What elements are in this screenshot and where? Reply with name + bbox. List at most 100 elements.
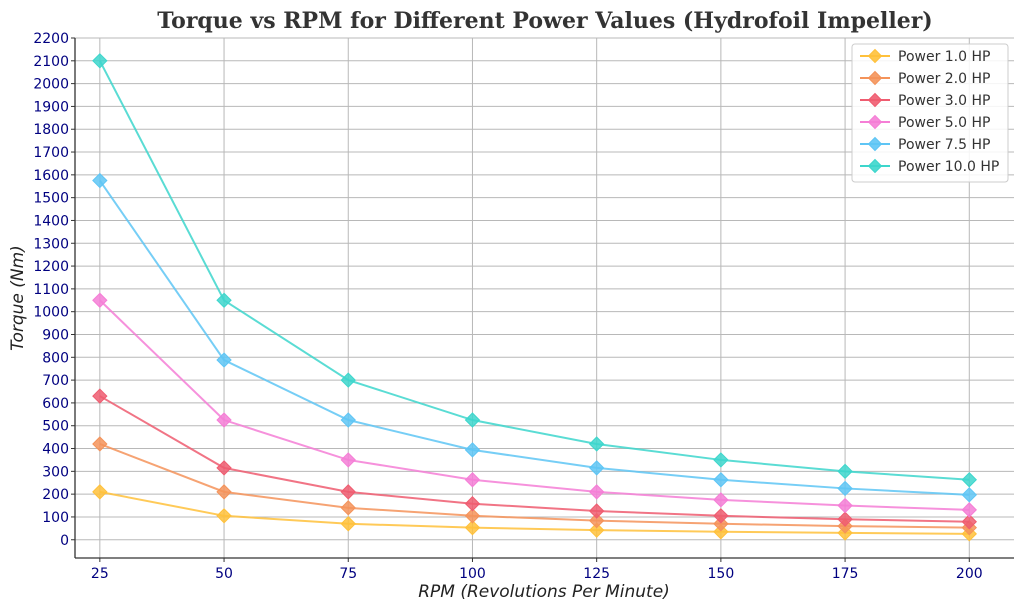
legend-swatch-marker bbox=[867, 70, 883, 86]
data-point bbox=[216, 484, 232, 500]
y-tick-label: 800 bbox=[42, 350, 69, 366]
series-power-3-0-hp bbox=[92, 388, 977, 530]
data-point bbox=[588, 460, 605, 476]
legend-label: Power 5.0 HP bbox=[898, 115, 990, 131]
data-point bbox=[92, 172, 108, 189]
y-tick-label: 900 bbox=[42, 327, 69, 343]
axes: 0 100 200 300 400 500 600 700 800 900 1000 1100 1200… bbox=[33, 31, 1014, 582]
x-tick-label: 50 bbox=[215, 566, 233, 582]
data-point bbox=[713, 472, 729, 488]
data-point bbox=[92, 436, 108, 452]
legend-label: Power 7.5 HP bbox=[898, 137, 990, 153]
series-line bbox=[99, 490, 970, 535]
data-point bbox=[340, 372, 356, 388]
series-line bbox=[99, 443, 970, 529]
data-point bbox=[961, 514, 977, 530]
series-power-2-0-hp bbox=[92, 436, 977, 536]
data-point bbox=[464, 472, 481, 488]
series-line bbox=[99, 179, 970, 496]
x-tick-label: 100 bbox=[459, 566, 486, 582]
y-tick-label: 400 bbox=[42, 442, 69, 458]
data-point bbox=[837, 463, 853, 480]
y-tick-label: 500 bbox=[42, 419, 69, 435]
x-axis-label: RPM (Revolutions Per Minute) bbox=[418, 582, 670, 602]
legend-box bbox=[851, 43, 1009, 183]
legend-item: Power 1.0 HP bbox=[860, 48, 990, 65]
data-point bbox=[340, 500, 356, 516]
legend-swatch-marker bbox=[867, 114, 883, 130]
data-point bbox=[92, 484, 108, 500]
legend-swatch-marker bbox=[867, 136, 883, 152]
data-point bbox=[588, 484, 605, 500]
data-point bbox=[464, 519, 481, 536]
y-tick-label: 2200 bbox=[33, 31, 69, 47]
data-point bbox=[216, 412, 232, 428]
y-tick-label: 1500 bbox=[33, 191, 69, 207]
series-line bbox=[99, 395, 970, 523]
series-power-10-0-hp bbox=[92, 53, 977, 488]
data-point bbox=[92, 53, 108, 69]
data-point bbox=[464, 496, 481, 512]
data-point bbox=[961, 487, 977, 503]
x-tick-label: 150 bbox=[708, 566, 735, 582]
series-line bbox=[98, 60, 970, 481]
y-tick-label: 2100 bbox=[33, 54, 69, 70]
y-tick-label: 200 bbox=[42, 487, 69, 503]
data-point bbox=[340, 452, 356, 468]
data-point bbox=[961, 502, 977, 518]
legend-swatch-marker bbox=[867, 92, 883, 108]
legend: Power 1.0 HP Power 2.0 HP Power 3.0 HP Powe… bbox=[851, 43, 1009, 183]
data-point bbox=[464, 442, 481, 458]
data-point bbox=[216, 352, 232, 368]
y-tick-label: 1100 bbox=[33, 282, 69, 298]
data-point bbox=[713, 508, 729, 524]
data-point bbox=[713, 452, 729, 468]
y-tick-label: 100 bbox=[42, 510, 69, 526]
y-tick-label: 1800 bbox=[33, 122, 69, 138]
data-point bbox=[92, 388, 108, 404]
legend-label: Power 2.0 HP bbox=[898, 71, 990, 87]
data-point bbox=[216, 460, 232, 476]
legend-item: Power 2.0 HP bbox=[860, 70, 990, 87]
data-point bbox=[340, 412, 356, 428]
data-point bbox=[464, 412, 481, 428]
y-tick-label: 1000 bbox=[33, 305, 69, 321]
data-point bbox=[961, 472, 977, 488]
legend-swatch-marker bbox=[867, 158, 883, 174]
legend-label: Power 3.0 HP bbox=[898, 93, 990, 109]
data-point bbox=[216, 508, 232, 524]
y-tick-label: 300 bbox=[42, 464, 69, 480]
y-tick-label: 1900 bbox=[33, 99, 69, 115]
data-point bbox=[837, 511, 853, 527]
y-tick-label: 700 bbox=[42, 373, 69, 389]
data-point bbox=[713, 516, 729, 532]
y-axis-label: Torque (Nm) bbox=[8, 245, 28, 351]
series-layer bbox=[92, 53, 977, 542]
x-tick-label: 175 bbox=[832, 566, 859, 582]
data-point bbox=[837, 497, 853, 514]
data-point bbox=[464, 508, 481, 524]
legend-label: Power 10.0 HP bbox=[898, 159, 999, 175]
legend-label: Power 1.0 HP bbox=[898, 49, 990, 65]
y-tick-label: 1300 bbox=[33, 236, 69, 252]
y-tick-label: 1400 bbox=[33, 213, 69, 229]
data-point bbox=[713, 492, 729, 508]
data-point bbox=[588, 503, 605, 519]
y-tick-label: 2000 bbox=[33, 77, 69, 93]
data-point bbox=[588, 522, 605, 538]
data-point bbox=[588, 512, 605, 529]
y-tick-label: 600 bbox=[42, 396, 69, 412]
x-tick-label: 125 bbox=[583, 566, 610, 582]
series-line bbox=[99, 299, 970, 511]
legend-item: Power 10.0 HP bbox=[860, 158, 999, 175]
y-tick-label: 0 bbox=[60, 533, 69, 549]
x-tick-label: 75 bbox=[339, 566, 357, 582]
series-power-7-5-hp bbox=[92, 172, 977, 503]
data-point bbox=[216, 292, 232, 308]
x-tick-label: 200 bbox=[956, 566, 983, 582]
data-point bbox=[713, 524, 729, 540]
x-tick-label: 25 bbox=[91, 566, 109, 582]
series-power-5-0-hp bbox=[92, 292, 977, 518]
data-point bbox=[837, 480, 853, 497]
